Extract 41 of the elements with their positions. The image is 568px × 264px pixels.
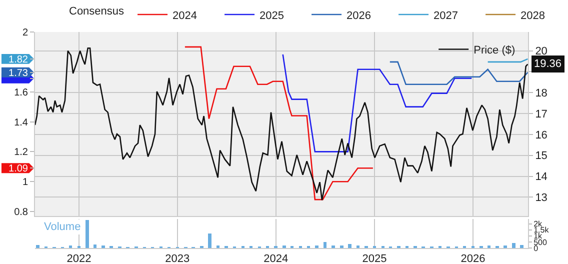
- line-series: [184, 46, 374, 200]
- y-tick-label: 1.73: [8, 68, 28, 79]
- legend-label: 2025: [260, 10, 284, 22]
- series-label: Volume: [44, 221, 81, 233]
- y-tick-label: 0.8: [14, 207, 28, 218]
- y2-tick-label: 20: [535, 46, 548, 58]
- legend-label: 2027: [434, 10, 458, 22]
- y-tick-label: 1.6: [14, 87, 28, 98]
- legend-label: 2024: [172, 10, 198, 22]
- bar: [520, 244, 524, 248]
- y-tick-label: 1: [22, 177, 28, 188]
- y-tick-label: 1.82: [8, 54, 28, 66]
- y-tick-label: 2: [22, 28, 28, 38]
- legend-label: Price ($): [474, 44, 516, 57]
- x-tick-label: 2022: [66, 253, 92, 264]
- y2-tick-label: 17: [535, 108, 548, 120]
- bar: [348, 244, 352, 248]
- bar: [512, 243, 516, 248]
- legend-title: Consensus: [69, 5, 125, 18]
- y2-tick-label: 16: [535, 129, 548, 142]
- x-tick-label: 2026: [460, 253, 486, 264]
- y2-tick-label: 13: [535, 192, 548, 204]
- y2-tick-label: 14: [535, 171, 548, 184]
- y-tick-label: 1.4: [14, 117, 28, 128]
- data-label: 19.36: [534, 58, 562, 70]
- bar: [208, 234, 212, 248]
- bar: [323, 242, 327, 248]
- y2-tick-label: 18: [535, 87, 548, 100]
- bar: [86, 220, 89, 248]
- x-tick-label: 2024: [264, 253, 288, 264]
- bar: [36, 244, 40, 248]
- y2-tick-label: 15: [535, 150, 548, 162]
- line-series: [35, 47, 528, 201]
- line-series: [282, 54, 472, 152]
- x-tick-label: 2023: [165, 253, 190, 264]
- x-tick-label: 2025: [362, 253, 387, 264]
- line-series: [389, 61, 528, 86]
- legend-label: 2026: [346, 10, 372, 22]
- y-tick-label: 1.09: [8, 164, 28, 175]
- legend-label: 2028: [520, 10, 546, 22]
- y-tick-label: 1.2: [14, 147, 28, 158]
